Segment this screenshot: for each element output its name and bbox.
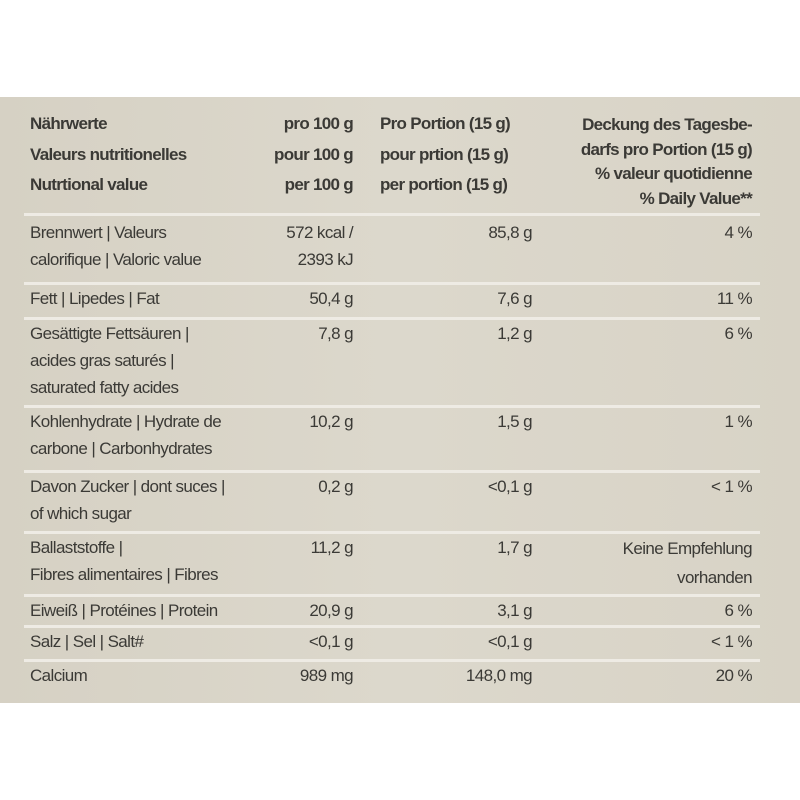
nutrient-name-line: Fett | Lipedes | Fat bbox=[30, 289, 160, 308]
daily-value-line: 20 % bbox=[715, 666, 753, 685]
value-per-100g: 20,9 g bbox=[309, 597, 353, 624]
value-per-portion: 3,1 g bbox=[497, 601, 532, 620]
header-text: pro 100 g bbox=[283, 114, 354, 133]
daily-value: 4 % bbox=[725, 219, 753, 246]
daily-value-line: 6 % bbox=[724, 601, 753, 620]
value-per-portion: 1,2 g bbox=[497, 324, 532, 343]
value-per-portion: 1,7 g bbox=[497, 538, 532, 557]
header-text: Nährwerte bbox=[30, 114, 108, 133]
daily-value: 1 % bbox=[725, 408, 753, 435]
value-per-100g-line: 0,2 g bbox=[318, 477, 353, 496]
divider bbox=[24, 531, 760, 534]
value-per-100g: 50,4 g bbox=[309, 285, 353, 312]
header-daily-value: Deckung des Tagesbe- darfs pro Portion (… bbox=[580, 113, 753, 211]
table-header: Nährwerte Valeurs nutritionelles Nutrtio… bbox=[0, 109, 800, 219]
value-per-100g: 0,2 g bbox=[318, 473, 353, 500]
daily-value: 11 % bbox=[716, 285, 753, 312]
nutrient-name-line: Eiweiß | Protéines | Protein bbox=[30, 601, 218, 620]
value-per-portion: 7,6 g bbox=[497, 289, 532, 308]
nutrient-name-line: Calcium bbox=[30, 666, 88, 685]
value-per-portion: 148,0 mg bbox=[465, 666, 533, 685]
value-per-portion: <0,1 g bbox=[487, 477, 533, 496]
header-text: % Daily Value** bbox=[639, 188, 753, 208]
header-per100: pro 100 g pour 100 g per 100 g bbox=[274, 109, 354, 201]
divider bbox=[24, 594, 760, 597]
header-text: per portion (15 g) bbox=[380, 175, 508, 194]
value-per-100g-line: 20,9 g bbox=[309, 601, 353, 620]
header-text: Valeurs nutritionelles bbox=[30, 144, 187, 164]
nutrient-name-line: saturated fatty acides bbox=[30, 378, 179, 397]
divider bbox=[24, 405, 760, 408]
nutrient-name: Salz | Sel | Salt# bbox=[30, 628, 270, 655]
value-per-portion: 1,5 g bbox=[497, 412, 532, 431]
value-per-100g-line: 2393 kJ bbox=[297, 250, 354, 269]
value-per-100g-line: 989 mg bbox=[299, 666, 354, 685]
header-text: Nutrtional value bbox=[30, 175, 148, 194]
nutrient-name: Davon Zucker | dont suces | of which suga… bbox=[30, 473, 270, 527]
daily-value: < 1 % bbox=[711, 628, 753, 655]
divider bbox=[24, 659, 760, 662]
header-text: Pro Portion (15 g) bbox=[380, 114, 511, 133]
daily-value: 20 % bbox=[715, 662, 753, 689]
daily-value-line: < 1 % bbox=[711, 477, 753, 496]
nutrient-name-line: Ballaststoffe | bbox=[30, 538, 123, 557]
value-per-100g-line: <0,1 g bbox=[308, 632, 354, 651]
value-per-100g-line: 10,2 g bbox=[309, 412, 353, 431]
nutrient-name-line: acides gras saturés | bbox=[30, 351, 175, 370]
daily-value-line: < 1 % bbox=[711, 632, 753, 651]
daily-value-line: 6 % bbox=[724, 324, 753, 343]
value-per-100g-line: 7,8 g bbox=[318, 324, 353, 343]
value-per-100g-line: 572 kcal / bbox=[286, 223, 353, 242]
nutrient-name: Kohlenhydrate | Hydrate de carbone | Carb… bbox=[30, 408, 270, 462]
nutrient-name: Brennwert | Valeurs calorifique | Valoric… bbox=[30, 219, 270, 273]
divider bbox=[24, 470, 760, 473]
header-text: pour 100 g bbox=[274, 144, 354, 164]
divider bbox=[24, 317, 760, 320]
daily-value: Keine Empfehlung vorhanden bbox=[622, 534, 753, 592]
nutrient-name-line: Davon Zucker | dont suces | bbox=[30, 477, 225, 496]
daily-value-line: Keine Empfehlung bbox=[622, 539, 753, 558]
nutrient-name-line: of which sugar bbox=[30, 504, 132, 523]
header-text: % valeur quotidienne bbox=[595, 164, 753, 183]
divider bbox=[24, 213, 760, 216]
nutrient-name-line: Salz | Sel | Salt# bbox=[30, 632, 144, 651]
nutrient-name: Eiweiß | Protéines | Protein bbox=[30, 597, 270, 624]
nutrient-name: Ballaststoffe | Fibres alimentaires | Fib… bbox=[30, 534, 270, 588]
value-per-100g: 11,2 g bbox=[310, 534, 354, 561]
header-text: pour prtion (15 g) bbox=[380, 144, 509, 164]
divider bbox=[24, 625, 760, 628]
value-per-100g: 989 mg bbox=[299, 662, 354, 689]
nutrient-name: Gesättigte Fettsäuren | acides gras satur… bbox=[30, 320, 270, 401]
nutrient-name-line: Fibres alimentaires | Fibres bbox=[30, 565, 219, 584]
nutrient-name-line: Gesättigte Fettsäuren | bbox=[30, 324, 189, 343]
nutrient-name: Calcium bbox=[30, 662, 270, 689]
header-text: Deckung des Tagesbe- bbox=[582, 115, 753, 134]
daily-value: 6 % bbox=[725, 597, 753, 624]
value-per-portion: <0,1 g bbox=[487, 632, 533, 651]
value-per-100g: <0,1 g bbox=[308, 628, 354, 655]
value-per-portion: 85,8 g bbox=[488, 223, 532, 242]
nutrient-name-line: calorifique | Valoric value bbox=[30, 250, 202, 269]
nutrition-table: Nährwerte Valeurs nutritionelles Nutrtio… bbox=[0, 97, 800, 703]
nutrient-name: Fett | Lipedes | Fat bbox=[30, 285, 270, 312]
daily-value-line: 1 % bbox=[724, 412, 753, 431]
header-text: darfs pro Portion (15 g) bbox=[580, 139, 753, 159]
header-text: per 100 g bbox=[284, 175, 354, 194]
value-per-100g: 7,8 g bbox=[318, 320, 353, 347]
header-nutrient: Nährwerte Valeurs nutritionelles Nutrtio… bbox=[30, 109, 270, 201]
value-per-100g-line: 50,4 g bbox=[309, 289, 353, 308]
nutrient-name-line: carbone | Carbonhydrates bbox=[30, 439, 212, 458]
nutrient-name-line: Kohlenhydrate | Hydrate de bbox=[30, 412, 222, 431]
value-per-100g: 572 kcal / 2393 kJ bbox=[286, 219, 353, 273]
value-per-100g-line: 11,2 g bbox=[310, 538, 354, 557]
daily-value: < 1 % bbox=[711, 473, 753, 500]
daily-value-line: 11 % bbox=[716, 289, 753, 308]
daily-value-line: vorhanden bbox=[677, 568, 753, 587]
header-portion: Pro Portion (15 g) pour prtion (15 g) pe… bbox=[380, 109, 511, 201]
daily-value: 6 % bbox=[725, 320, 753, 347]
nutrient-name-line: Brennwert | Valeurs bbox=[30, 223, 167, 242]
value-per-100g: 10,2 g bbox=[309, 408, 353, 435]
divider bbox=[24, 282, 760, 285]
daily-value-line: 4 % bbox=[724, 223, 753, 242]
